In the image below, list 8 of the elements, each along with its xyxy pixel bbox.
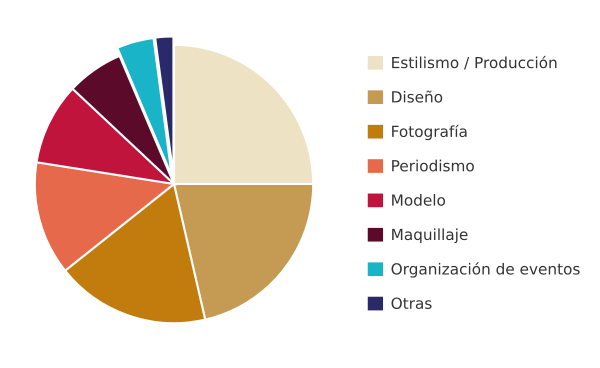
legend-label: Periodismo <box>392 160 474 172</box>
legend-label: Otras <box>392 297 432 310</box>
legend-label: Modelo <box>392 194 446 206</box>
legend-label: Maquillaje <box>392 228 468 244</box>
legend-label: Organización de eventos <box>392 262 580 278</box>
legend-label: Fotografía <box>392 124 467 140</box>
legend-label: Estilismo / Producción <box>392 56 556 70</box>
legend-label: Diseño <box>392 90 442 103</box>
